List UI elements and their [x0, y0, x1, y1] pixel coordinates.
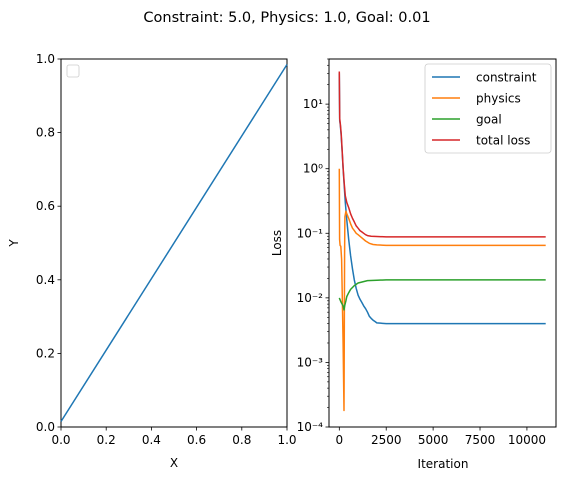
left-plot-ytick-label: 0.0 — [36, 420, 55, 434]
left-plot-xtick-label: 1.0 — [277, 433, 296, 447]
right-plot-legend-box — [424, 63, 552, 154]
right-plot-xtick-label: 10000 — [508, 433, 546, 447]
series-line-goal — [338, 279, 546, 311]
right-plot: 0 2500 5000 7500 10000 10⁻⁴ 10⁻³ 10⁻² 10⁻¹ 10⁰ 10¹… — [270, 58, 557, 471]
left-plot-frame — [60, 58, 288, 428]
left-plot-ytick-label: 0.8 — [36, 126, 55, 140]
figure-suptitle: Constraint: 5.0, Physics: 1.0, Goal: 0.0… — [143, 10, 430, 26]
legend-label-constraint: constraint — [476, 71, 537, 85]
left-plot-xtick-label: 0.2 — [97, 433, 116, 447]
left-plot-ytick-label: 0.4 — [36, 273, 55, 287]
legend-label-physics: physics — [476, 92, 521, 106]
left-plot-ytick-label: 0.6 — [36, 199, 55, 213]
right-plot-xtick-label: 2500 — [371, 433, 402, 447]
left-plot-legend-box — [66, 64, 80, 78]
right-plot-ytick-label: 10⁻³ — [297, 355, 324, 369]
right-plot-ytick-label: 10⁻⁴ — [297, 420, 324, 434]
left-plot-series-line — [60, 64, 288, 422]
right-plot-xtick-label: 0 — [335, 433, 343, 447]
right-plot-xtick-label: 5000 — [418, 433, 449, 447]
left-plot: 0.0 0.2 0.4 0.6 0.8 1.0 0.0 0.2 0.4 0.6 0.8 1.0 X Y — [7, 52, 297, 470]
left-plot-xtick-label: 0.6 — [187, 433, 206, 447]
left-plot-ylabel: Y — [7, 239, 21, 248]
series-line-physics — [338, 168, 546, 412]
right-plot-ytick-label: 10⁻² — [297, 291, 324, 305]
left-plot-xlabel: X — [170, 456, 178, 470]
right-plot-legend: constraint physics goal total loss — [424, 63, 552, 154]
right-plot-xlabel: Iteration — [418, 457, 469, 471]
right-plot-ytick-label: 10¹ — [303, 97, 323, 111]
left-plot-xtick-label: 0.4 — [142, 433, 161, 447]
right-plot-xtick-label: 7500 — [465, 433, 496, 447]
left-plot-xtick-label: 0.8 — [232, 433, 251, 447]
legend-label-goal: goal — [476, 113, 502, 127]
left-plot-ytick-label: 1.0 — [36, 52, 55, 66]
left-plot-xtick-label: 0.0 — [51, 433, 70, 447]
right-plot-ytick-label: 10⁻¹ — [297, 226, 324, 240]
legend-label-total-loss: total loss — [476, 134, 530, 148]
series-line-total-loss — [338, 71, 546, 238]
right-plot-ylabel: Loss — [270, 230, 284, 256]
left-plot-ytick-label: 0.2 — [36, 346, 55, 360]
right-plot-ytick-label: 10⁰ — [303, 162, 323, 176]
